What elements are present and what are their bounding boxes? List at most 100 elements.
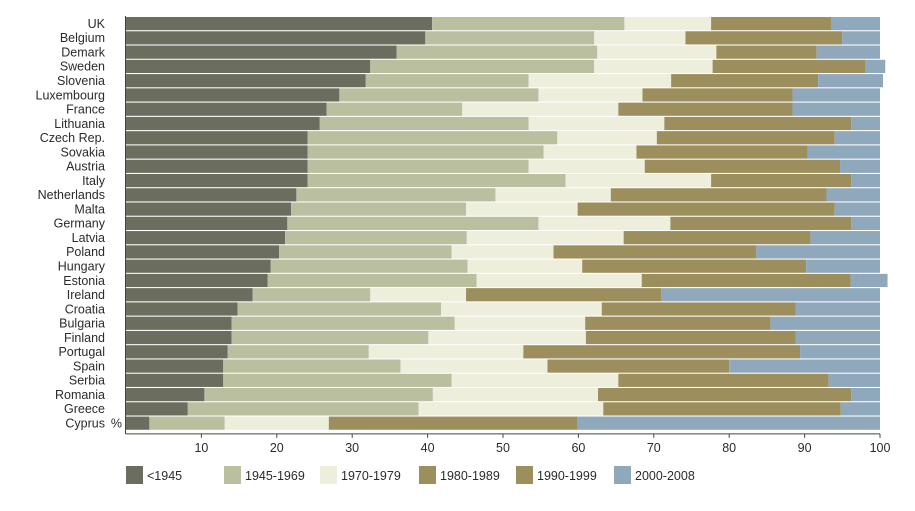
bar-greece-1980-1989 <box>603 402 841 416</box>
bar-uk-1980-1989 <box>711 17 831 31</box>
bar-cyprus-1945 <box>126 416 150 430</box>
bar-bulgaria-2000-2008 <box>770 316 880 330</box>
bar-ireland-1970-1979 <box>370 288 467 302</box>
legend-swatch-1945 <box>126 466 143 484</box>
bar-lithuania-2000-2008 <box>851 116 880 131</box>
bar-serbia-1980-1989 <box>618 373 829 387</box>
bar-finland-1945-1969 <box>231 330 429 345</box>
x-tick-label-70: 70 <box>647 441 661 455</box>
bar-poland-1945-1969 <box>279 245 452 259</box>
unit-label: % <box>111 416 122 430</box>
bar-portugal-1945-1969 <box>227 345 369 359</box>
bar-ireland-1980-1989 <box>466 288 662 302</box>
bar-austria-2000-2008 <box>840 159 880 173</box>
bar-czech-rep-1970-1979 <box>557 131 657 145</box>
bar-belgium-1945 <box>126 31 426 45</box>
legend-label-1970-1979: 1970-1979 <box>341 469 401 483</box>
category-label-finland: Finland <box>64 331 105 345</box>
bar-slovenia-1970-1979 <box>528 74 672 88</box>
x-tick-label-30: 30 <box>345 441 359 455</box>
bar-netherlands-1980-1989 <box>610 188 827 202</box>
bar-belgium-1945-1969 <box>425 31 595 45</box>
bar-bulgaria-1970-1979 <box>454 316 586 330</box>
bar-croatia-2000-2008 <box>795 302 880 316</box>
bar-czech-rep-1980-1989 <box>656 131 835 145</box>
bar-ireland-1945 <box>126 288 253 302</box>
bar-slovenia-1980-1989 <box>671 74 819 88</box>
x-tick-label-10: 10 <box>194 441 208 455</box>
bar-italy-1980-1989 <box>711 173 852 188</box>
bar-portugal-1945 <box>126 345 228 359</box>
bar-sovakia-2000-2008 <box>807 145 880 159</box>
bar-malta-1945 <box>126 202 292 216</box>
bar-sweden-1980-1989 <box>712 59 866 74</box>
category-label-sweden: Sweden <box>60 60 105 74</box>
bar-france-2000-2008 <box>792 102 880 116</box>
category-label-hungary: Hungary <box>58 259 106 273</box>
bar-sovakia-1945 <box>126 145 308 159</box>
bar-uk-1945 <box>126 17 433 31</box>
bar-hungary-1980-1989 <box>582 259 807 273</box>
x-tick-label-60: 60 <box>571 441 585 455</box>
category-label-slovenia: Slovenia <box>57 74 105 88</box>
bar-serbia-2000-2008 <box>828 373 880 387</box>
bar-ireland-1945-1969 <box>252 288 371 302</box>
bars-layer <box>126 17 888 430</box>
bar-spain-1945 <box>126 359 224 373</box>
category-label-cyprus: Cyprus <box>65 416 105 430</box>
bar-romania-1945-1969 <box>204 388 433 402</box>
bar-austria-1970-1979 <box>528 159 645 173</box>
bar-italy-1945-1969 <box>307 173 566 188</box>
category-label-lithuania: Lithuania <box>54 117 105 131</box>
legend: <1945 1945-1969 1970-1979 1980-1989 1990-199… <box>126 466 695 484</box>
category-label-serbia: Serbia <box>69 374 105 388</box>
category-label-spain: Spain <box>73 359 105 373</box>
bar-luxembourg-1970-1979 <box>538 88 643 102</box>
bar-france-1945-1969 <box>326 102 463 116</box>
bar-greece-1945 <box>126 402 188 416</box>
bar-estonia-1945 <box>126 273 268 288</box>
bar-lithuania-1945-1969 <box>319 116 529 131</box>
bar-lithuania-1970-1979 <box>528 116 665 131</box>
category-label-poland: Poland <box>66 245 105 259</box>
bar-spain-2000-2008 <box>729 359 880 373</box>
category-label-czech-rep: Czech Rep. <box>40 131 105 145</box>
bar-luxembourg-1945 <box>126 88 340 102</box>
x-tick-label-20: 20 <box>270 441 284 455</box>
bar-cyprus-1945-1969 <box>149 416 225 430</box>
bar-hungary-1945-1969 <box>270 259 468 273</box>
legend-swatch-1945-1969 <box>224 466 241 484</box>
bar-italy-2000-2008 <box>851 173 880 188</box>
category-label-ireland: Ireland <box>67 288 105 302</box>
bar-malta-2000-2008 <box>834 202 880 216</box>
bar-poland-1945 <box>126 245 280 259</box>
bar-greece-1945-1969 <box>187 402 419 416</box>
bar-lithuania-1945 <box>126 116 320 131</box>
legend-label-1990-1999: 1990-1999 <box>537 469 597 483</box>
bar-france-1970-1979 <box>462 102 619 116</box>
category-label-austria: Austria <box>66 160 105 174</box>
bar-greece-1970-1979 <box>418 402 604 416</box>
bar-netherlands-2000-2008 <box>826 188 880 202</box>
bar-serbia-1945 <box>126 373 224 387</box>
category-label-uk: UK <box>88 17 106 31</box>
bar-latvia-2000-2008 <box>810 231 880 245</box>
category-label-romania: Romania <box>55 388 105 402</box>
x-tick-label-90: 90 <box>798 441 812 455</box>
bar-uk-1970-1979 <box>624 17 712 31</box>
bar-germany-2000-2008 <box>851 216 880 230</box>
bar-latvia-1945-1969 <box>285 231 467 245</box>
bar-cyprus-2000-2008 <box>577 416 880 430</box>
category-label-latvia: Latvia <box>72 231 105 245</box>
bar-uk-2000-2008 <box>830 17 880 31</box>
bar-romania-1945 <box>126 388 205 402</box>
bar-sweden-2000-2008 <box>865 59 886 74</box>
category-label-belgium: Belgium <box>60 31 105 45</box>
legend-swatch-1970-1979 <box>320 466 337 484</box>
bar-finland-1970-1979 <box>428 330 586 345</box>
bar-demark-1945 <box>126 45 397 59</box>
bar-netherlands-1970-1979 <box>495 188 611 202</box>
bar-finland-2000-2008 <box>795 330 880 345</box>
legend-label-1980-1989: 1980-1989 <box>440 469 500 483</box>
bar-italy-1945 <box>126 173 308 188</box>
